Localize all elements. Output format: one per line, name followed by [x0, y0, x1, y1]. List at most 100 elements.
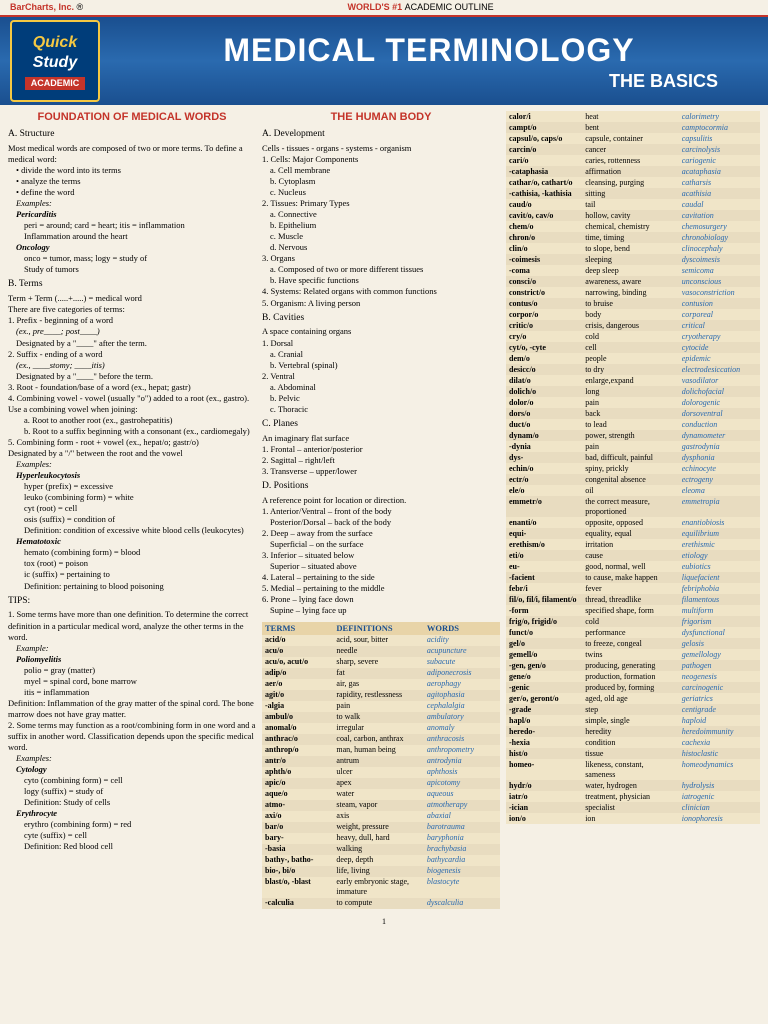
table-row: atmo-steam, vaporatmotherapy: [262, 800, 500, 811]
table-row: -gradestepcentigrade: [506, 704, 760, 715]
table-row: cyt/o, -cytecellcytocide: [506, 342, 760, 353]
table-row: fil/o, fil/i, filament/othread, threadli…: [506, 594, 760, 605]
logo-academic: ACADEMIC: [25, 77, 86, 90]
table-row: corpor/obodycorporeal: [506, 309, 760, 320]
topbar: BarCharts, Inc. ® WORLD'S #1 ACADEMIC OU…: [0, 0, 768, 15]
table-row: bar/oweight, pressurebarotrauma: [262, 822, 500, 833]
table-row: adip/ofatadiponecrosis: [262, 668, 500, 679]
table-row: -calculiato computedyscalculia: [262, 898, 500, 909]
table-row: hist/otissuehistoclastic: [506, 748, 760, 759]
table-row: gene/oproduction, formationneogenesis: [506, 671, 760, 682]
section-foundation: FOUNDATION OF MEDICAL WORDS: [8, 111, 256, 125]
logo-quick: Quick: [33, 33, 77, 53]
table-row: dynam/opower, strengthdynamometer: [506, 430, 760, 441]
table-row: carcin/ocancercarcinolysis: [506, 144, 760, 155]
terms-head: B. Terms: [8, 279, 256, 291]
table-row: dys-bad, difficult, painfuldysphonia: [506, 452, 760, 463]
table-row: chron/otime, timingchronobiology: [506, 232, 760, 243]
table-row: erethism/oirritationerethismic: [506, 539, 760, 550]
page-number: 1: [0, 915, 768, 929]
table-row: antr/oantrumantrodynia: [262, 756, 500, 767]
table-row: homeo-likeness, constant, samenesshomeod…: [506, 759, 760, 780]
table-row: clin/oto slope, bendclinocephaly: [506, 243, 760, 254]
table-row: anthrop/oman, human beinganthropometry: [262, 745, 500, 756]
table-row: -algiapaincephalalgia: [262, 701, 500, 712]
table-row: constrict/onarrowing, bindingvasoconstri…: [506, 287, 760, 298]
table-row: emmetr/othe correct measure, proportione…: [506, 496, 760, 517]
table-row: bathy-, batho-deep, depthbathycardia: [262, 855, 500, 866]
table-row: -basiawalkingbrachybasia: [262, 844, 500, 855]
table-row: dolor/opaindolorogenic: [506, 397, 760, 408]
header-banner: Quick Study ACADEMIC MEDICAL TERMINOLOGY…: [0, 15, 768, 105]
column-1: FOUNDATION OF MEDICAL WORDS A. Structure…: [8, 111, 256, 909]
table-row: dors/obackdorsoventral: [506, 408, 760, 419]
table-row: dilat/oenlarge,expandvasodilator: [506, 375, 760, 386]
table-row: eti/ocauseetiology: [506, 550, 760, 561]
terms-table-left: TERMS DEFINITIONS WORDS acid/oacid, sour…: [262, 622, 500, 909]
table-row: anomal/oirregularanomaly: [262, 723, 500, 734]
table-row: frig/o, frigid/ocoldfrigorism: [506, 616, 760, 627]
table-row: -hexiaconditioncachexia: [506, 737, 760, 748]
table-row: equi-equality, equalequilibrium: [506, 528, 760, 539]
table-row: acu/oneedleacupuncture: [262, 646, 500, 657]
table-row: calor/iheatcalorimetry: [506, 111, 760, 122]
table-row: enanti/oopposite, opposedenantiobiosis: [506, 517, 760, 528]
table-row: ele/ooileleoma: [506, 485, 760, 496]
table-row: -cathisia, -kathisiasittingacathisia: [506, 188, 760, 199]
table-row: aphth/oulceraphthosis: [262, 767, 500, 778]
table-row: heredo-heredityheredoimmunity: [506, 726, 760, 737]
table-row: -formspecified shape, formmultiform: [506, 605, 760, 616]
table-row: capsul/o, caps/ocapsule, containercapsul…: [506, 133, 760, 144]
tips-head: TIPS:: [8, 596, 256, 608]
table-row: caud/otailcaudal: [506, 199, 760, 210]
section-human-body: THE HUMAN BODY: [262, 111, 500, 125]
table-row: aque/owateraqueous: [262, 789, 500, 800]
table-row: anthrac/ocoal, carbon, anthraxanthracosi…: [262, 734, 500, 745]
table-row: echin/ospiny, pricklyechinocyte: [506, 463, 760, 474]
table-row: ectr/ocongenital absenceectrogeny: [506, 474, 760, 485]
tagline: WORLD'S #1 ACADEMIC OUTLINE: [348, 2, 494, 13]
table-row: cavit/o, cav/ohollow, cavitycavitation: [506, 210, 760, 221]
table-row: duct/oto leadconduction: [506, 419, 760, 430]
content: FOUNDATION OF MEDICAL WORDS A. Structure…: [0, 105, 768, 915]
main-title: MEDICAL TERMINOLOGY: [100, 30, 758, 70]
publisher: BarCharts, Inc. ®: [10, 2, 83, 13]
table-row: febr/ifeverfebriphobia: [506, 583, 760, 594]
table-row: dolich/olongdolichofacial: [506, 386, 760, 397]
table-row: dem/opeopleepidemic: [506, 353, 760, 364]
table-row: -icianspecialistclinician: [506, 802, 760, 813]
table-row: aer/oair, gasaerophagy: [262, 679, 500, 690]
table-row: gel/oto freeze, congealgelosis: [506, 638, 760, 649]
column-2: THE HUMAN BODY A. Development Cells - ti…: [262, 111, 500, 909]
table-row: bary-heavy, dull, hardbaryphonia: [262, 833, 500, 844]
table-row: hapl/osimple, singlehaploid: [506, 715, 760, 726]
table-row: -gen, gen/oproducing, generatingpathogen: [506, 660, 760, 671]
table-row: ion/oionionophoresis: [506, 813, 760, 824]
table-row: acid/oacid, sour, bitteracidity: [262, 635, 500, 646]
table-row: consci/oawareness, awareunconscious: [506, 276, 760, 287]
terms-table-right: calor/iheatcalorimetrycampt/obentcamptoc…: [506, 111, 760, 824]
table-row: contus/oto bruisecontusion: [506, 298, 760, 309]
table-row: cari/ocaries, rottennesscariogenic: [506, 155, 760, 166]
table-row: hydr/owater, hydrogenhydrolysis: [506, 780, 760, 791]
table-row: acu/o, acut/osharp, severesubacute: [262, 657, 500, 668]
table-row: -coimesissleepingdyscoimesis: [506, 254, 760, 265]
logo: Quick Study ACADEMIC: [10, 20, 100, 102]
table-row: cathar/o, cathart/ocleansing, purgingcat…: [506, 177, 760, 188]
table-row: apic/oapexapicotomy: [262, 778, 500, 789]
table-row: ambul/oto walkambulatory: [262, 712, 500, 723]
table-row: desicc/oto dryelectrodesiccation: [506, 364, 760, 375]
table-row: -cataphasiaaffirmationacataphasia: [506, 166, 760, 177]
table-row: ger/o, geront/oaged, old agegeriatrics: [506, 693, 760, 704]
table-row: bio-, bi/olife, livingbiogenesis: [262, 866, 500, 877]
table-row: blast/o, -blastearly embryonic stage, im…: [262, 877, 500, 898]
table-row: -facientto cause, make happenliquefacien…: [506, 572, 760, 583]
column-3: calor/iheatcalorimetrycampt/obentcamptoc…: [506, 111, 760, 909]
structure-head: A. Structure: [8, 129, 256, 141]
table-row: -genicproduced by, formingcarcinogenic: [506, 682, 760, 693]
table-row: -comadeep sleepsemicoma: [506, 265, 760, 276]
table-row: -dyniapaingastrodynia: [506, 441, 760, 452]
table-row: campt/obentcamptocormia: [506, 122, 760, 133]
table-row: agit/orapidity, restlessnessagitophasia: [262, 690, 500, 701]
table-row: iatr/otreatment, physicianiatrogenic: [506, 791, 760, 802]
